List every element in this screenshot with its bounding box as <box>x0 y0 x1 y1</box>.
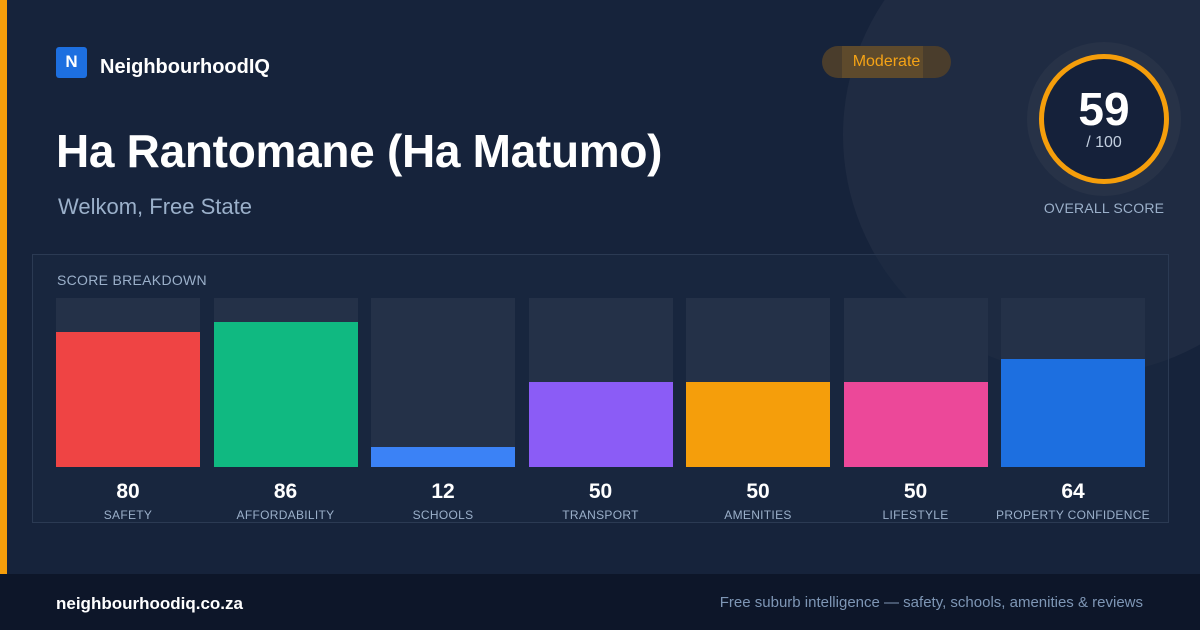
score-breakdown-title: SCORE BREAKDOWN <box>57 272 207 288</box>
score-bar-value: 86 <box>273 480 298 503</box>
score-bar-fill <box>1001 359 1145 467</box>
score-bar-track <box>56 298 200 467</box>
score-bar-label: LIFESTYLE <box>882 508 949 522</box>
score-bar-track <box>213 298 358 467</box>
score-bar-fill <box>686 382 830 467</box>
score-bar-value: 64 <box>1061 480 1085 503</box>
score-bar-amenities: 50 AMENITIES <box>686 298 830 522</box>
score-bar-label: AFFORDABILITY <box>236 508 335 522</box>
share-card: N NeighbourhoodIQ Moderate Ha Rantomane … <box>0 0 1181 574</box>
suburb-title: Ha Rantomane (Ha Matumo) <box>56 125 663 177</box>
suburb-location: Welkom, Free State <box>58 194 252 219</box>
score-bar-track <box>843 298 988 467</box>
score-breakdown-panel: SCORE BREAKDOWN 80 SAFETY 86 AFFORDABILITY 1… <box>32 254 1169 523</box>
accent-bar <box>0 0 7 574</box>
score-bar-value: 50 <box>903 480 928 503</box>
score-bar-value: 50 <box>588 480 613 503</box>
rating-badge: Moderate <box>822 46 951 78</box>
score-bar-label: PROPERTY CONFIDENCE <box>996 508 1150 522</box>
overall-score-ring: 59 / 100 <box>1027 42 1181 196</box>
score-bar-fill <box>56 332 200 467</box>
score-bar-label: SAFETY <box>103 508 153 522</box>
score-bar-transport: 50 TRANSPORT <box>528 298 673 522</box>
footer-tagline: Free suburb intelligence — safety, schoo… <box>719 594 1143 611</box>
overall-score-max: / 100 <box>1086 134 1122 151</box>
score-bar-value: 50 <box>746 480 770 503</box>
brand[interactable]: N NeighbourhoodIQ <box>56 46 270 78</box>
score-bar-property-confidence: 64 PROPERTY CONFIDENCE <box>996 298 1150 522</box>
footer-url[interactable]: neighbourhoodiq.co.za <box>56 594 243 613</box>
overall-score-value: 59 <box>1078 83 1130 135</box>
rating-badge-label: Moderate <box>852 53 921 70</box>
score-bar-schools: 12 SCHOOLS <box>371 298 515 522</box>
score-bar-safety: 80 SAFETY <box>56 298 200 522</box>
overall-score-ring-progress <box>1039 54 1169 184</box>
score-bar-value: 80 <box>116 480 140 503</box>
score-breakdown-bars: 80 SAFETY 86 AFFORDABILITY 12 SCHOOLS 50 TRANSP… <box>56 298 1150 522</box>
score-bar-fill <box>213 322 358 467</box>
score-bar-value: 12 <box>431 480 455 503</box>
footer: neighbourhoodiq.co.za Free suburb intell… <box>0 574 1200 630</box>
score-bar-track <box>1001 298 1145 467</box>
score-bar-fill <box>843 382 988 467</box>
score-bar-label: TRANSPORT <box>562 508 639 522</box>
score-bar-affordability: 86 AFFORDABILITY <box>213 298 358 522</box>
score-bar-fill <box>528 382 673 467</box>
score-bar-label: AMENITIES <box>724 508 792 522</box>
brand-name: NeighbourhoodIQ <box>100 55 270 78</box>
brand-logo-icon: N <box>56 46 87 78</box>
score-bar-lifestyle: 50 LIFESTYLE <box>843 298 988 522</box>
overall-score-caption: OVERALL SCORE <box>1043 200 1165 216</box>
score-bar-track <box>686 298 830 467</box>
score-bar-track <box>371 298 515 467</box>
score-bar-fill <box>371 447 515 467</box>
score-bar-label: SCHOOLS <box>412 508 474 522</box>
score-bar-track <box>528 298 673 467</box>
